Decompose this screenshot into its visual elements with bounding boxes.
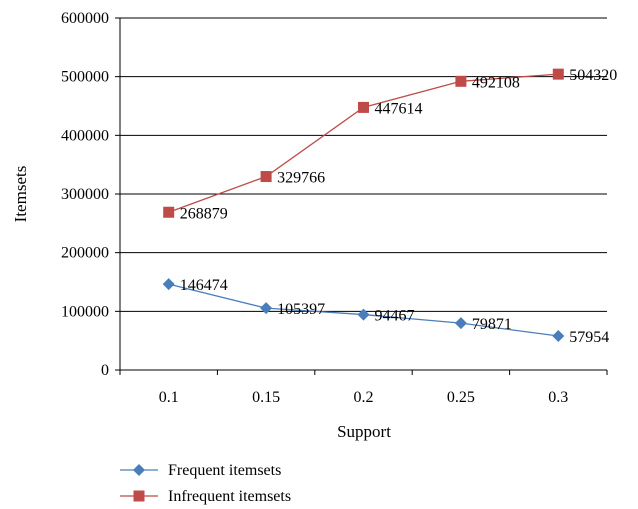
data-point [357,308,370,321]
y-tick-label: 500000 [61,69,109,86]
data-point [552,68,564,80]
series-line [168,73,559,213]
data-label: 504320 [569,67,617,84]
y-tick-label: 100000 [61,303,109,320]
data-point [260,302,273,315]
data-label: 146474 [180,277,228,294]
y-tick-label: 400000 [61,127,109,144]
data-label: 94467 [375,308,415,325]
data-point [163,206,175,218]
legend-item: Infrequent itemsets [120,488,291,505]
data-label: 447614 [375,100,423,117]
data-label: 492108 [472,74,520,91]
legend: Frequent itemsets Infrequent itemsets [120,462,291,505]
legend-marker [133,490,145,502]
data-point [552,330,565,343]
x-tick-label: 0.15 [252,389,280,406]
data-point [162,278,175,291]
legend-marker [133,464,145,476]
x-tick-label: 0.1 [159,389,179,406]
data-point [454,317,467,330]
legend-label: Frequent itemsets [168,462,281,479]
data-point [358,101,369,113]
series-layer: 146474 105397 94467 79871 57954 268879 329766 4… [162,67,617,346]
x-axis-title: Support [337,422,391,441]
data-label: 329766 [277,170,325,187]
x-tick-label: 0.2 [354,389,374,406]
y-tick-labels: 0 100000 200000 300000 400000 500000 600000 [61,10,109,379]
axes [115,17,608,375]
data-label: 268879 [180,205,228,222]
y-tick-label: 300000 [61,186,109,203]
y-tick-label: 0 [101,362,109,379]
data-label: 105397 [277,301,325,318]
legend-label: Infrequent itemsets [168,488,291,505]
x-tick-label: 0.3 [548,389,568,406]
y-axis-title: Itemsets [11,166,30,223]
series-infrequent: 268879 329766 447614 492108 504320 [163,67,617,222]
series-frequent: 146474 105397 94467 79871 57954 [162,277,609,346]
y-tick-label: 600000 [61,10,109,27]
data-label: 57954 [569,329,609,346]
y-tick-label: 200000 [61,245,109,262]
gridlines [120,17,607,312]
x-tick-labels: 0.1 0.15 0.2 0.25 0.3 [159,389,569,406]
data-label: 79871 [472,316,512,333]
legend-item: Frequent itemsets [120,462,281,479]
x-tick-label: 0.25 [447,389,475,406]
data-point [455,75,467,87]
data-point [260,171,272,183]
